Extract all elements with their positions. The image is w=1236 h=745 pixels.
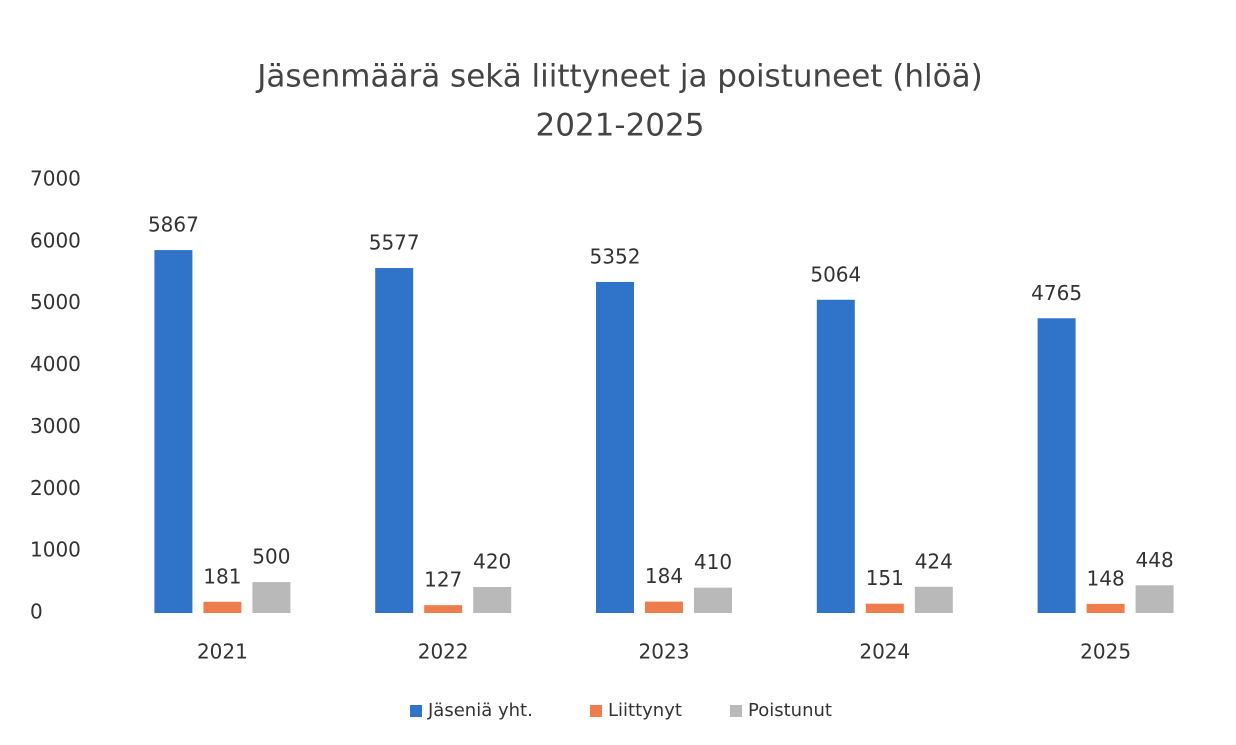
legend-swatch <box>410 705 422 717</box>
data-label: 5352 <box>590 244 641 268</box>
data-label: 5577 <box>369 231 420 255</box>
data-label: 5867 <box>148 213 199 237</box>
data-label: 148 <box>1087 566 1125 590</box>
bar <box>596 281 634 613</box>
bar <box>694 587 732 613</box>
x-tick-label: 2023 <box>639 640 690 664</box>
bar <box>252 582 291 613</box>
bar <box>424 605 463 613</box>
data-label: 448 <box>1136 548 1174 572</box>
bar <box>645 601 683 613</box>
chart-title: 2021-2025 <box>536 108 705 144</box>
data-label: 4765 <box>1031 281 1082 305</box>
y-tick-label: 0 <box>30 600 43 624</box>
legend-swatch <box>730 705 742 717</box>
y-tick-label: 5000 <box>30 290 81 314</box>
data-label: 151 <box>866 566 904 590</box>
y-tick-label: 4000 <box>30 352 81 376</box>
x-tick-label: 2022 <box>418 640 469 664</box>
bar <box>203 601 242 613</box>
y-tick-label: 2000 <box>30 476 81 500</box>
legend-swatch <box>590 705 602 717</box>
y-tick-label: 3000 <box>30 414 81 438</box>
bar <box>914 586 953 613</box>
bar <box>1135 585 1174 613</box>
data-label: 500 <box>252 545 290 569</box>
bar <box>154 250 193 613</box>
bar <box>865 603 904 613</box>
bar <box>1086 603 1125 613</box>
y-tick-label: 6000 <box>30 228 81 252</box>
x-tick-label: 2025 <box>1080 640 1131 664</box>
legend-label: Poistunut <box>748 700 832 721</box>
legend-label: Liittynyt <box>608 700 682 721</box>
bar <box>1037 318 1076 613</box>
data-label: 424 <box>915 549 953 573</box>
x-tick-label: 2024 <box>859 640 910 664</box>
bar <box>375 268 414 613</box>
bar <box>473 587 512 613</box>
bar <box>816 299 855 613</box>
legend-label: Jäseniä yht. <box>427 700 533 721</box>
data-label: 181 <box>203 564 241 588</box>
y-tick-label: 7000 <box>30 167 81 191</box>
y-tick-label: 1000 <box>30 538 81 562</box>
data-label: 184 <box>645 564 683 588</box>
data-label: 420 <box>473 550 511 574</box>
x-tick-label: 2021 <box>197 640 248 664</box>
data-label: 5064 <box>810 262 861 286</box>
data-label: 127 <box>424 568 462 592</box>
data-label: 410 <box>694 550 732 574</box>
chart-title: Jäsenmäärä sekä liittyneet ja poistuneet… <box>255 59 982 95</box>
